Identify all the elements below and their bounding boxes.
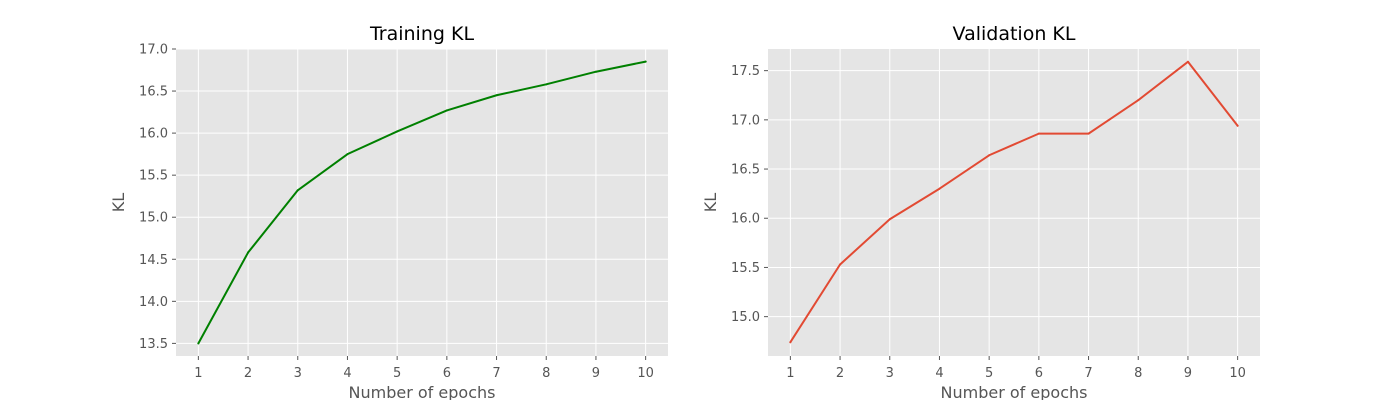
y-tick-label: 16.0 bbox=[139, 127, 168, 142]
x-tick-label: 3 bbox=[294, 366, 302, 381]
data-point bbox=[197, 342, 200, 345]
x-tick-label: 8 bbox=[542, 366, 550, 381]
data-point bbox=[545, 83, 548, 86]
x-axis-label: Number of epochs bbox=[349, 383, 496, 400]
y-tick-label: 16.5 bbox=[731, 163, 760, 178]
validation-kl-chart: 1 2 3 4 5 6 7 8 9 10 15.0 15.5 16.0 16.5 17.0 17.5 Valid… bbox=[701, 23, 1260, 400]
data-point bbox=[1236, 124, 1239, 127]
data-point bbox=[247, 251, 250, 254]
chart-title: Validation KL bbox=[953, 23, 1076, 45]
x-tick-label: 7 bbox=[1084, 366, 1092, 381]
x-tick-label: 9 bbox=[592, 366, 600, 381]
x-tick-label: 6 bbox=[443, 366, 451, 381]
data-point bbox=[495, 94, 498, 97]
data-point bbox=[888, 218, 891, 221]
data-point bbox=[445, 109, 448, 112]
x-tick-label: 10 bbox=[1229, 366, 1246, 381]
series-line bbox=[789, 60, 1239, 344]
chart-title: Training KL bbox=[369, 23, 474, 45]
y-tick-label: 15.5 bbox=[731, 261, 760, 276]
x-tick-label: 10 bbox=[637, 366, 654, 381]
y-tick-label: 17.0 bbox=[139, 43, 168, 58]
y-tick-label: 13.5 bbox=[139, 337, 168, 352]
y-tick-label: 15.0 bbox=[139, 211, 168, 226]
y-tick-label: 15.0 bbox=[731, 310, 760, 325]
x-tick-label: 7 bbox=[492, 366, 500, 381]
y-tick-label: 16.5 bbox=[139, 85, 168, 100]
x-tick-label: 8 bbox=[1134, 366, 1142, 381]
data-point bbox=[988, 154, 991, 157]
data-point bbox=[396, 130, 399, 133]
data-point bbox=[789, 341, 792, 344]
data-point bbox=[1087, 132, 1090, 135]
training-kl-chart: 1 2 3 4 5 6 7 8 9 10 13.5 14.0 14.5 15.0 15.5 16.0 16.5 1… bbox=[109, 23, 668, 400]
data-point bbox=[938, 187, 941, 190]
x-tick-label: 2 bbox=[244, 366, 252, 381]
y-tick-label: 16.0 bbox=[731, 212, 760, 227]
y-tick-label: 15.5 bbox=[139, 169, 168, 184]
data-point bbox=[1186, 60, 1189, 63]
x-tick-label: 4 bbox=[935, 366, 943, 381]
x-tick-label: 1 bbox=[786, 366, 794, 381]
plot-area bbox=[176, 49, 668, 356]
y-axis-label: KL bbox=[701, 193, 720, 212]
y-tick-label: 17.5 bbox=[731, 64, 760, 79]
x-tick-label: 6 bbox=[1035, 366, 1043, 381]
data-point bbox=[644, 60, 647, 63]
y-tick-label: 17.0 bbox=[731, 113, 760, 128]
x-tick-label: 5 bbox=[393, 366, 401, 381]
data-point bbox=[594, 70, 597, 73]
data-point bbox=[1137, 99, 1140, 102]
plot-area bbox=[768, 49, 1260, 356]
data-point bbox=[346, 153, 349, 156]
y-axis-label: KL bbox=[109, 193, 128, 212]
x-tick-label: 2 bbox=[836, 366, 844, 381]
x-axis-label: Number of epochs bbox=[941, 383, 1088, 400]
x-tick-label: 3 bbox=[886, 366, 894, 381]
y-tick-label: 14.0 bbox=[139, 295, 168, 310]
x-tick-label: 1 bbox=[194, 366, 202, 381]
data-point bbox=[839, 263, 842, 266]
x-tick-label: 4 bbox=[343, 366, 351, 381]
y-tick-label: 14.5 bbox=[139, 253, 168, 268]
series-line bbox=[197, 60, 647, 345]
x-tick-label: 9 bbox=[1184, 366, 1192, 381]
data-point bbox=[1037, 132, 1040, 135]
x-tick-label: 5 bbox=[985, 366, 993, 381]
data-point bbox=[296, 189, 299, 192]
